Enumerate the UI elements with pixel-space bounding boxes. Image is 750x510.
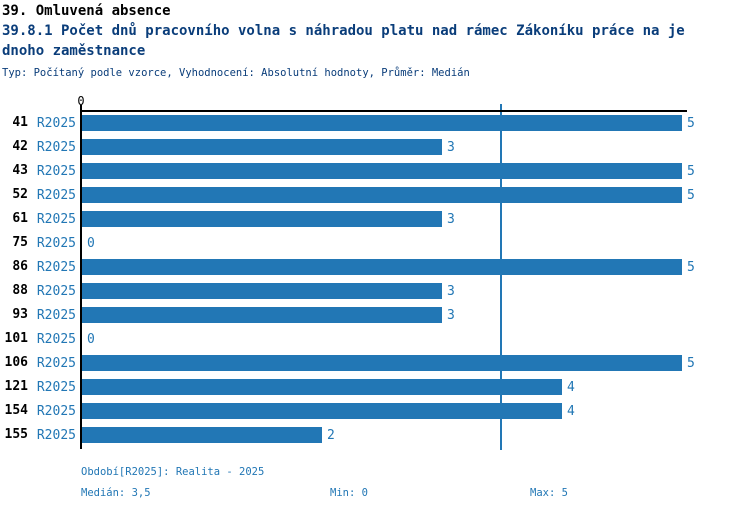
- bar: [82, 307, 442, 323]
- bar: [82, 403, 562, 419]
- row-series-label: R2025: [36, 380, 76, 395]
- row-category-label: 42: [12, 139, 28, 154]
- row-category-label: 52: [12, 187, 28, 202]
- bar: [82, 163, 682, 179]
- bar: [82, 259, 682, 275]
- chart-row: 86 R2025 5: [0, 259, 750, 275]
- chart-row: 106 R2025 5: [0, 355, 750, 371]
- y-axis-line: [80, 110, 82, 449]
- row-category-label: 75: [12, 235, 28, 250]
- chart-row: 88 R2025 3: [0, 283, 750, 299]
- median-label: Medián: 3,5: [81, 487, 151, 499]
- row-series-label: R2025: [36, 428, 76, 443]
- row-category-label: 61: [12, 211, 28, 226]
- row-series-label: R2025: [36, 164, 76, 179]
- bar: [82, 379, 562, 395]
- row-series-label: R2025: [36, 116, 76, 131]
- median-line: [500, 104, 502, 450]
- period-label: Období[R2025]: Realita - 2025: [81, 466, 265, 478]
- chart-row: 75 R2025 0: [0, 235, 750, 251]
- chart-row: 121 R2025 4: [0, 379, 750, 395]
- bar-value-label: 4: [567, 404, 575, 419]
- chart-row: 43 R2025 5: [0, 163, 750, 179]
- bar: [82, 283, 442, 299]
- bar-value-label: 3: [447, 212, 455, 227]
- bar: [82, 139, 442, 155]
- row-series-label: R2025: [36, 260, 76, 275]
- bar-value-label: 2: [327, 428, 335, 443]
- chart-row: 41 R2025 5: [0, 115, 750, 131]
- row-series-label: R2025: [36, 212, 76, 227]
- bar-value-label: 0: [87, 236, 95, 251]
- chart-row: 42 R2025 3: [0, 139, 750, 155]
- row-series-label: R2025: [36, 308, 76, 323]
- row-category-label: 93: [12, 307, 28, 322]
- bar: [82, 115, 682, 131]
- bar-value-label: 5: [687, 260, 695, 275]
- bar-value-label: 3: [447, 308, 455, 323]
- x-axis-zero-tick-label: 0: [77, 94, 85, 108]
- row-series-label: R2025: [36, 284, 76, 299]
- bar-value-label: 3: [447, 284, 455, 299]
- row-category-label: 86: [12, 259, 28, 274]
- row-series-label: R2025: [36, 404, 76, 419]
- bar-value-label: 4: [567, 380, 575, 395]
- chart-row: 93 R2025 3: [0, 307, 750, 323]
- row-series-label: R2025: [36, 356, 76, 371]
- bar-value-label: 3: [447, 140, 455, 155]
- bar: [82, 355, 682, 371]
- bar-value-label: 5: [687, 116, 695, 131]
- row-series-label: R2025: [36, 188, 76, 203]
- row-category-label: 155: [4, 427, 28, 442]
- row-category-label: 121: [4, 379, 28, 394]
- x-axis-zero-tick-mark: [80, 105, 82, 111]
- chart-subtitle-line-2: dnoho zaměstnance: [2, 43, 146, 59]
- chart-subtitle-line-1: 39.8.1 Počet dnů pracovního volna s náhr…: [2, 23, 685, 39]
- bar-value-label: 5: [687, 356, 695, 371]
- row-category-label: 101: [4, 331, 28, 346]
- chart-row: 61 R2025 3: [0, 211, 750, 227]
- min-label: Min: 0: [330, 487, 368, 499]
- chart-row: 155 R2025 2: [0, 427, 750, 443]
- bar: [82, 187, 682, 203]
- row-category-label: 106: [4, 355, 28, 370]
- x-axis-line: [80, 110, 687, 112]
- bar: [82, 211, 442, 227]
- max-label: Max: 5: [530, 487, 568, 499]
- row-category-label: 88: [12, 283, 28, 298]
- bar-value-label: 5: [687, 188, 695, 203]
- row-series-label: R2025: [36, 236, 76, 251]
- row-series-label: R2025: [36, 332, 76, 347]
- row-series-label: R2025: [36, 140, 76, 155]
- row-category-label: 41: [12, 115, 28, 130]
- chart-row: 52 R2025 5: [0, 187, 750, 203]
- row-category-label: 154: [4, 403, 28, 418]
- chart-row: 154 R2025 4: [0, 403, 750, 419]
- page-title: 39. Omluvená absence: [2, 3, 171, 19]
- bar: [82, 427, 322, 443]
- chart-meta: Typ: Počítaný podle vzorce, Vyhodnocení:…: [2, 67, 470, 79]
- chart-row: 101 R2025 0: [0, 331, 750, 347]
- row-category-label: 43: [12, 163, 28, 178]
- bar-value-label: 0: [87, 332, 95, 347]
- bar-value-label: 5: [687, 164, 695, 179]
